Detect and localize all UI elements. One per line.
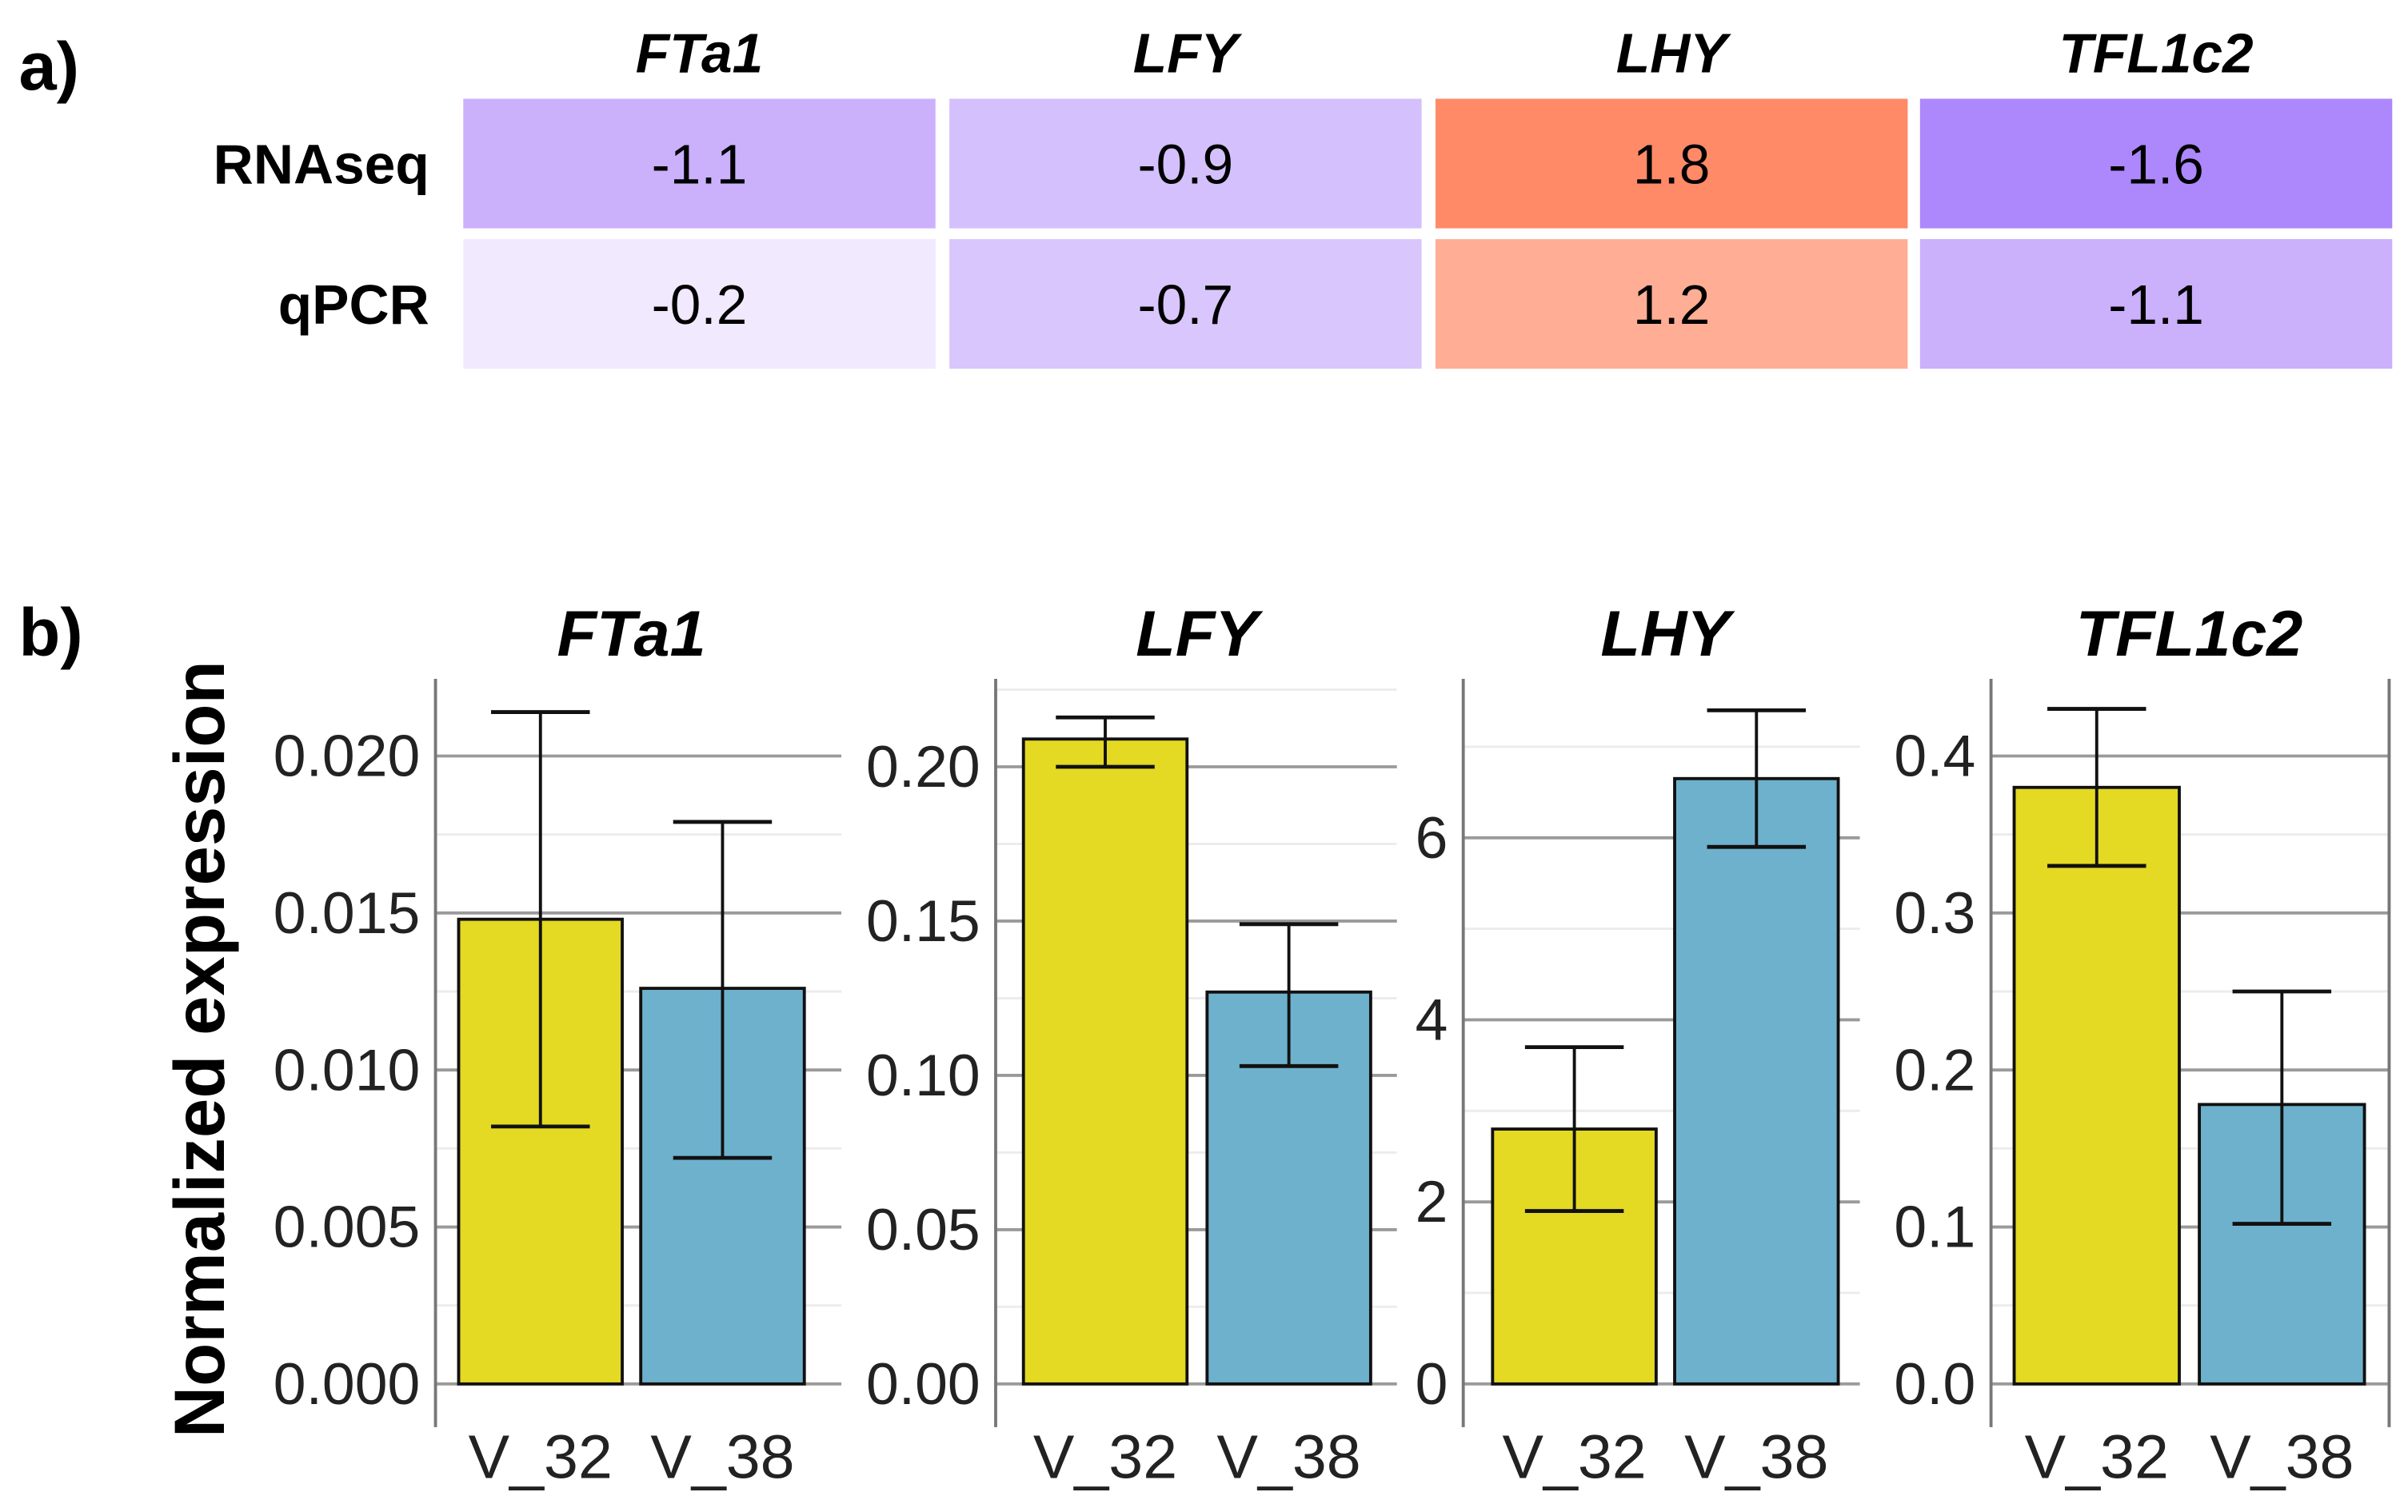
bar-panel-lfy: 0.00 0.05 0.10 0.15 0.20 LFY V_32 V_38 [866,598,1397,1492]
panel-title: LFY [1136,598,1264,670]
y-tick-label: 0.000 [274,1351,420,1417]
y-tick-label: 0.2 [1894,1037,1975,1103]
panel-title: FTa1 [557,598,706,670]
heatmap-cell-value: -1.1 [652,134,748,196]
heatmap-cell-value: 1.8 [1633,134,1711,196]
panel-title: TFL1c2 [2076,598,2303,670]
heatmap-cell [1435,98,1908,229]
y-tick-label: 0.20 [866,734,980,800]
x-tick-label: V_32 [1033,1423,1177,1492]
x-tick-label: V_38 [2210,1423,2354,1492]
y-tick-label: 0.1 [1894,1195,1975,1260]
y-tick-label: 0.00 [866,1351,980,1417]
y-tick-label: 0.005 [274,1195,420,1260]
bar-panel-tfl1c2: 0.0 0.1 0.2 0.3 0.4 TFL1c2 V_32 V_38 [1894,598,2391,1492]
heatmap-cell [1919,98,2393,229]
y-tick-label: 2 [1416,1169,1448,1235]
bar-panel-fta1: 0.000 0.005 0.010 0.015 0.020 FTa1 V_32 V_38 [274,598,842,1492]
heatmap-cell [463,98,936,229]
panel-label-b: b) [19,594,83,670]
y-tick-label: 6 [1416,805,1448,871]
y-tick-label: 0 [1416,1351,1448,1417]
heatmap: FTa1 LFY LHY TFL1c2 RNAseq -1.1 -0.9 1.8 -1.6 qPC… [214,22,2393,369]
heatmap-cell-value: -0.2 [652,273,748,336]
panel-title: LHY [1600,598,1735,670]
heatmap-cell [949,98,1422,229]
bar-v_32 [2012,785,2181,1386]
heatmap-column-label: LFY [1133,22,1243,85]
y-tick-label: 0.0 [1894,1351,1975,1417]
y-axis-label: Normalized expression [160,660,239,1438]
heatmap-cell [1919,239,2393,369]
y-tick-label: 0.4 [1894,724,1975,789]
y-tick-label: 0.15 [866,888,980,954]
panel-label-a: a) [19,28,79,104]
x-tick-label: V_32 [1502,1423,1646,1492]
heatmap-column-label: FTa1 [636,22,764,85]
heatmap-row-label: RNAseq [214,134,429,196]
x-tick-label: V_38 [650,1423,794,1492]
heatmap-cell [463,239,936,369]
y-tick-label: 0.015 [274,880,420,946]
y-tick-label: 0.010 [274,1037,420,1103]
y-tick-label: 0.020 [274,724,420,789]
heatmap-cell-value: -0.7 [1138,273,1234,336]
bar-panel-lhy: 0 2 4 6 LHY V_32 V_38 [1416,598,1860,1492]
heatmap-cell-value: -1.6 [2108,134,2204,196]
heatmap-column-label: TFL1c2 [2059,22,2253,85]
bar-v_38 [1673,776,1840,1386]
y-tick-label: 0.05 [866,1197,980,1263]
y-tick-label: 0.3 [1894,880,1975,946]
heatmap-cell-value: 1.2 [1633,273,1711,336]
heatmap-row-label: qPCR [278,273,429,336]
x-tick-label: V_32 [2025,1423,2169,1492]
x-tick-label: V_38 [1217,1423,1361,1492]
y-tick-label: 4 [1416,987,1448,1053]
bar-v_32 [1021,737,1189,1386]
heatmap-column-label: LHY [1616,22,1732,85]
heatmap-cell [1435,239,1908,369]
heatmap-cell-value: -1.1 [2108,273,2204,336]
heatmap-cell [949,239,1422,369]
heatmap-cell-value: -0.9 [1138,134,1234,196]
x-tick-label: V_38 [1684,1423,1828,1492]
x-tick-label: V_32 [469,1423,613,1492]
y-tick-label: 0.10 [866,1043,980,1108]
